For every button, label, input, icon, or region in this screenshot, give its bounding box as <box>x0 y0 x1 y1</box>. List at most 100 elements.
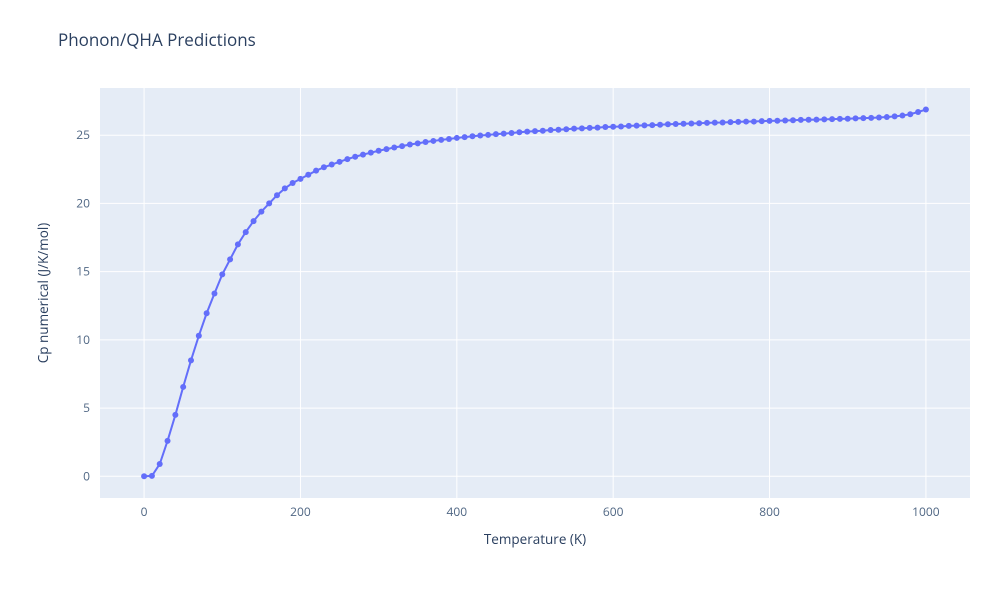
plot-area[interactable]: 02004006008001000 0510152025 Temperature… <box>100 88 970 498</box>
data-point[interactable] <box>149 473 155 479</box>
data-point[interactable] <box>548 127 554 133</box>
data-point[interactable] <box>563 126 569 132</box>
data-point[interactable] <box>845 116 851 122</box>
data-point[interactable] <box>516 129 522 135</box>
data-point[interactable] <box>172 412 178 418</box>
data-point[interactable] <box>688 120 694 126</box>
data-point[interactable] <box>227 256 233 262</box>
data-point[interactable] <box>219 271 225 277</box>
data-point[interactable] <box>454 135 460 141</box>
data-point[interactable] <box>446 136 452 142</box>
data-point[interactable] <box>774 118 780 124</box>
data-point[interactable] <box>368 150 374 156</box>
data-point[interactable] <box>196 333 202 339</box>
data-point[interactable] <box>430 138 436 144</box>
data-point[interactable] <box>759 118 765 124</box>
data-point[interactable] <box>352 154 358 160</box>
data-point[interactable] <box>141 473 147 479</box>
data-point[interactable] <box>501 131 507 137</box>
data-point[interactable] <box>438 137 444 143</box>
data-point[interactable] <box>923 107 929 113</box>
data-point[interactable] <box>313 168 319 174</box>
data-point[interactable] <box>790 117 796 123</box>
data-point[interactable] <box>243 229 249 235</box>
data-point[interactable] <box>204 310 210 316</box>
data-point[interactable] <box>649 122 655 128</box>
data-point[interactable] <box>282 185 288 191</box>
data-point[interactable] <box>626 123 632 129</box>
data-point[interactable] <box>157 461 163 467</box>
data-point[interactable] <box>634 123 640 129</box>
data-point[interactable] <box>579 125 585 131</box>
data-point[interactable] <box>657 122 663 128</box>
data-point[interactable] <box>462 134 468 140</box>
data-point[interactable] <box>743 119 749 125</box>
data-point[interactable] <box>837 116 843 122</box>
data-point[interactable] <box>618 123 624 129</box>
data-point[interactable] <box>180 384 186 390</box>
data-point[interactable] <box>376 148 382 154</box>
data-point[interactable] <box>704 120 710 126</box>
data-point[interactable] <box>532 128 538 134</box>
data-point[interactable] <box>853 115 859 121</box>
data-point[interactable] <box>290 180 296 186</box>
data-point[interactable] <box>251 218 257 224</box>
data-point[interactable] <box>399 143 405 149</box>
data-point[interactable] <box>391 144 397 150</box>
data-point[interactable] <box>524 129 530 135</box>
data-point[interactable] <box>727 119 733 125</box>
data-point[interactable] <box>767 118 773 124</box>
data-point[interactable] <box>383 146 389 152</box>
data-point[interactable] <box>876 114 882 120</box>
data-point[interactable] <box>720 120 726 126</box>
data-point[interactable] <box>360 152 366 158</box>
data-point[interactable] <box>735 119 741 125</box>
data-point[interactable] <box>821 116 827 122</box>
data-point[interactable] <box>258 209 264 215</box>
data-point[interactable] <box>469 133 475 139</box>
data-point[interactable] <box>806 117 812 123</box>
data-point[interactable] <box>297 176 303 182</box>
data-point[interactable] <box>813 117 819 123</box>
data-point[interactable] <box>665 121 671 127</box>
data-point[interactable] <box>587 125 593 131</box>
data-point[interactable] <box>899 113 905 119</box>
data-point[interactable] <box>188 357 194 363</box>
data-point[interactable] <box>407 141 413 147</box>
data-point[interactable] <box>540 128 546 134</box>
data-point[interactable] <box>892 113 898 119</box>
data-point[interactable] <box>907 111 913 117</box>
data-point[interactable] <box>485 132 491 138</box>
data-point[interactable] <box>571 126 577 132</box>
data-point[interactable] <box>860 115 866 121</box>
data-point[interactable] <box>712 120 718 126</box>
data-point[interactable] <box>305 172 311 178</box>
data-point[interactable] <box>595 125 601 131</box>
data-point[interactable] <box>165 438 171 444</box>
data-point[interactable] <box>235 241 241 247</box>
data-point[interactable] <box>829 116 835 122</box>
data-point[interactable] <box>477 132 483 138</box>
data-point[interactable] <box>641 122 647 128</box>
data-point[interactable] <box>509 130 515 136</box>
data-point[interactable] <box>673 121 679 127</box>
data-point[interactable] <box>555 127 561 133</box>
data-point[interactable] <box>423 139 429 145</box>
data-point[interactable] <box>344 156 350 162</box>
data-point[interactable] <box>884 114 890 120</box>
data-point[interactable] <box>782 117 788 123</box>
data-point[interactable] <box>321 164 327 170</box>
data-point[interactable] <box>415 140 421 146</box>
data-point[interactable] <box>915 109 921 115</box>
data-point[interactable] <box>602 124 608 130</box>
data-point[interactable] <box>610 124 616 130</box>
data-point[interactable] <box>751 119 757 125</box>
data-point[interactable] <box>329 162 335 168</box>
data-point[interactable] <box>274 192 280 198</box>
data-point[interactable] <box>696 120 702 126</box>
data-point[interactable] <box>211 290 217 296</box>
data-point[interactable] <box>681 121 687 127</box>
data-point[interactable] <box>493 131 499 137</box>
data-point[interactable] <box>337 159 343 165</box>
data-point[interactable] <box>868 115 874 121</box>
